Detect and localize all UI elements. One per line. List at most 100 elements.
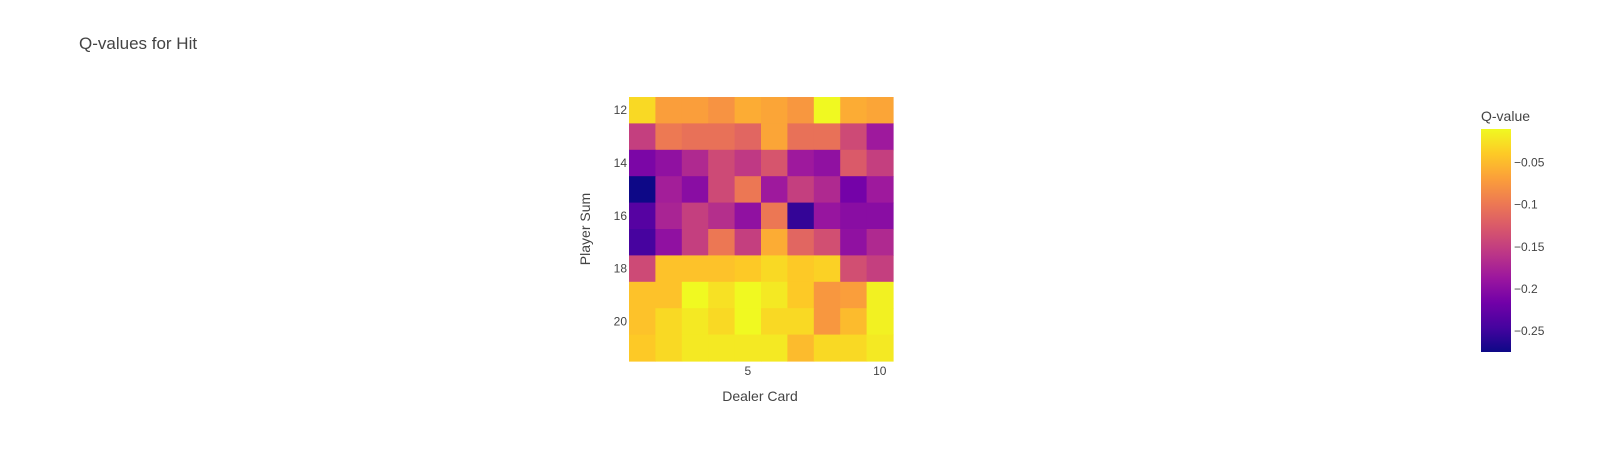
heatmap-cell: [840, 308, 868, 336]
heatmap-cell: [629, 176, 656, 204]
colorbar-title: Q-value: [1481, 108, 1530, 124]
y-tick-label: 18: [614, 262, 628, 276]
heatmap-cell: [787, 123, 815, 151]
heatmap-cell: [708, 176, 736, 204]
heatmap-cell: [866, 281, 894, 309]
heatmap-cell: [708, 149, 736, 177]
heatmap-cell: [840, 176, 868, 204]
heatmap-cell: [761, 229, 788, 256]
heatmap-cell: [681, 123, 709, 151]
heatmap-cell: [761, 255, 788, 283]
heatmap-cell: [866, 123, 894, 151]
heatmap-cell: [708, 255, 736, 283]
heatmap-cell: [761, 123, 788, 151]
heatmap-cell: [840, 334, 868, 362]
heatmap-cell: [708, 202, 736, 230]
heatmap-cell: [840, 281, 868, 309]
heatmap-cell: [761, 308, 788, 336]
heatmap-cell: [761, 149, 788, 177]
heatmap-cell: [787, 97, 815, 124]
heatmap-cell: [813, 123, 841, 151]
heatmap-cell: [655, 149, 683, 177]
heatmap-cell: [655, 202, 683, 230]
heatmap-cell: [629, 149, 656, 177]
heatmap-cell: [840, 255, 868, 283]
heatmap-cell: [629, 334, 656, 362]
heatmap-cell: [761, 97, 788, 124]
colorbar: [1481, 129, 1511, 352]
heatmap-cell: [866, 334, 894, 362]
heatmap-cell: [761, 202, 788, 230]
heatmap-cell: [813, 334, 841, 362]
heatmap-cell: [787, 308, 815, 336]
y-tick-label: 16: [614, 209, 628, 223]
heatmap-cell: [681, 255, 709, 283]
heatmap-cell: [840, 123, 868, 151]
y-axis-ticks: 12 14 16 18 20: [614, 103, 628, 328]
heatmap-cell: [681, 229, 709, 256]
x-tick-label: 5: [744, 364, 751, 378]
heatmap-cell: [787, 149, 815, 177]
heatmap-cell: [708, 123, 736, 151]
heatmap-cell: [813, 281, 841, 309]
heatmap-cell: [655, 176, 683, 204]
heatmap-cell: [813, 229, 841, 256]
heatmap-cell: [866, 97, 894, 124]
heatmap-cell: [840, 97, 868, 124]
heatmap-cell: [655, 97, 683, 124]
heatmap-cell: [681, 308, 709, 336]
heatmap-cell: [708, 281, 736, 309]
heatmap-cell: [629, 229, 656, 256]
heatmap-cell: [655, 281, 683, 309]
heatmap-cell: [813, 255, 841, 283]
heatmap-cell: [787, 281, 815, 309]
heatmap-cell: [813, 202, 841, 230]
heatmap-cell: [734, 281, 762, 309]
heatmap-cell: [681, 149, 709, 177]
heatmap-cell: [629, 123, 656, 151]
heatmap-cell: [734, 229, 762, 256]
heatmap-cell: [708, 334, 736, 362]
heatmap-cell: [655, 229, 683, 256]
heatmap-cell: [734, 176, 762, 204]
colorbar-tick-label: −0.2: [1514, 282, 1538, 296]
x-axis-title: Dealer Card: [722, 388, 797, 404]
heatmap-cell: [840, 149, 868, 177]
colorbar-tick-label: −0.05: [1514, 156, 1545, 170]
heatmap-cell: [787, 334, 815, 362]
heatmap-cell: [761, 334, 788, 362]
heatmap-cell: [629, 308, 656, 336]
heatmap-cell: [866, 255, 894, 283]
heatmap-cell: [787, 255, 815, 283]
heatmap-cell: [813, 149, 841, 177]
colorbar-tick-label: −0.25: [1514, 324, 1545, 338]
heatmap-cell: [629, 255, 656, 283]
heatmap-cell: [840, 202, 868, 230]
heatmap-cell: [787, 202, 815, 230]
heatmap-cell: [734, 308, 762, 336]
heatmap-cell: [681, 334, 709, 362]
heatmap-cell: [708, 308, 736, 336]
heatmap-cell: [629, 281, 656, 309]
heatmap-cell: [813, 176, 841, 204]
heatmap-cell: [840, 229, 868, 256]
heatmap-cell: [734, 334, 762, 362]
heatmap-cell: [787, 176, 815, 204]
heatmap-cell: [734, 255, 762, 283]
heatmap-cells: [629, 97, 894, 362]
heatmap-cell: [813, 308, 841, 336]
heatmap-cell: [655, 255, 683, 283]
heatmap-cell: [655, 308, 683, 336]
heatmap-cell: [734, 97, 762, 124]
heatmap-cell: [681, 176, 709, 204]
y-tick-label: 12: [614, 103, 628, 117]
x-tick-label: 10: [873, 364, 887, 378]
heatmap-cell: [813, 97, 841, 124]
heatmap-cell: [681, 202, 709, 230]
y-axis-title: Player Sum: [577, 193, 593, 265]
heatmap-cell: [629, 202, 656, 230]
heatmap-cell: [708, 97, 736, 124]
heatmap-cell: [681, 281, 709, 309]
heatmap-cell: [681, 97, 709, 124]
